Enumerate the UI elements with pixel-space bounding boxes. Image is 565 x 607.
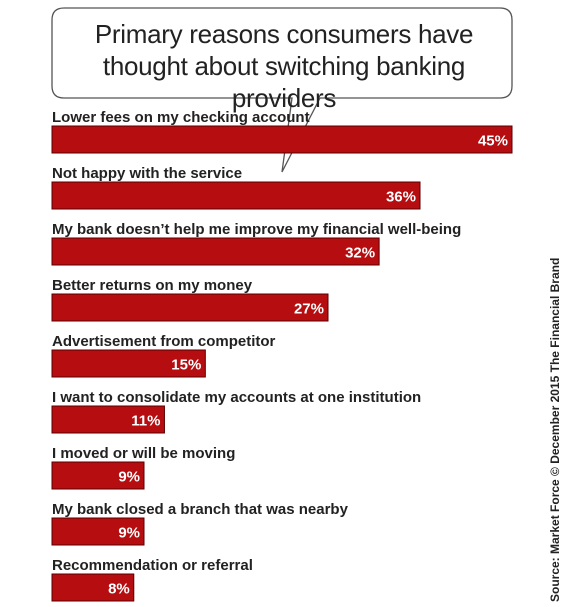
category-label: My bank closed a branch that was nearby xyxy=(52,501,349,518)
bar xyxy=(51,125,513,154)
bar xyxy=(51,293,329,322)
category-label: Recommendation or referral xyxy=(52,557,253,574)
category-label: Lower fees on my checking account xyxy=(52,109,310,126)
value-label: 11% xyxy=(131,413,160,430)
bar xyxy=(51,181,421,210)
value-label: 45% xyxy=(478,133,508,150)
value-label: 27% xyxy=(294,301,324,318)
category-label: My bank doesn’t help me improve my finan… xyxy=(52,221,461,238)
bar xyxy=(51,461,145,490)
bars-layer: Lower fees on my checking account 45% Not … xyxy=(51,109,513,602)
bar xyxy=(51,573,135,602)
bar xyxy=(51,237,380,266)
bar xyxy=(51,349,206,378)
value-label: 15% xyxy=(171,357,201,374)
value-label: 9% xyxy=(118,469,140,486)
value-label: 9% xyxy=(118,525,140,542)
chart-title: Primary reasons consumers have thought a… xyxy=(94,19,474,113)
category-label: I want to consolidate my accounts at one… xyxy=(52,389,421,406)
category-label: Not happy with the service xyxy=(52,165,242,182)
source-credit: Source: Market Force © December 2015 The… xyxy=(548,257,562,602)
bar xyxy=(51,405,165,434)
value-label: 36% xyxy=(386,189,416,206)
bar xyxy=(51,517,145,546)
category-label: Better returns on my money xyxy=(52,277,253,294)
value-label: 8% xyxy=(108,581,130,598)
category-label: I moved or will be moving xyxy=(52,445,235,462)
value-label: 32% xyxy=(345,245,375,262)
category-label: Advertisement from competitor xyxy=(52,333,276,350)
